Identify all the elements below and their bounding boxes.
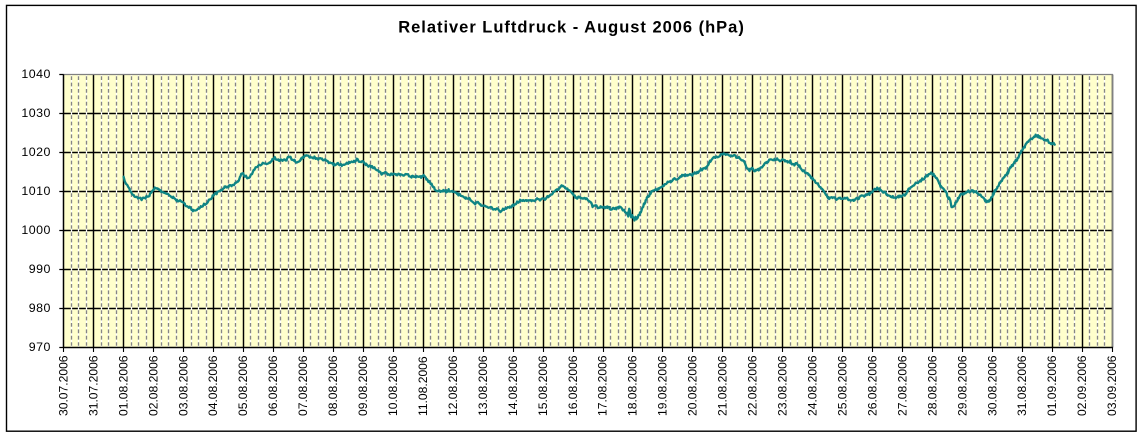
svg-text:31.07.2006: 31.07.2006 [86,355,100,416]
svg-text:20.08.2006: 20.08.2006 [686,355,700,416]
svg-text:19.08.2006: 19.08.2006 [656,355,670,416]
svg-text:30.07.2006: 30.07.2006 [56,355,70,416]
svg-text:29.08.2006: 29.08.2006 [955,355,969,416]
svg-text:03.08.2006: 03.08.2006 [176,355,190,416]
svg-text:980: 980 [29,301,51,315]
svg-text:11.08.2006: 11.08.2006 [416,356,430,416]
svg-text:01.08.2006: 01.08.2006 [116,355,130,416]
svg-text:25.08.2006: 25.08.2006 [835,355,849,416]
svg-text:02.08.2006: 02.08.2006 [146,355,160,416]
svg-text:18.08.2006: 18.08.2006 [626,355,640,416]
svg-text:27.08.2006: 27.08.2006 [895,355,909,416]
svg-text:13.08.2006: 13.08.2006 [476,355,490,416]
svg-text:970: 970 [29,340,51,354]
svg-text:01.09.2006: 01.09.2006 [1045,355,1059,416]
svg-text:26.08.2006: 26.08.2006 [865,355,879,416]
svg-text:15.08.2006: 15.08.2006 [536,355,550,416]
svg-text:990: 990 [29,262,51,276]
svg-text:09.08.2006: 09.08.2006 [356,355,370,416]
svg-text:1000: 1000 [21,223,50,237]
svg-text:03.09.2006: 03.09.2006 [1105,355,1119,416]
svg-text:10.08.2006: 10.08.2006 [386,355,400,416]
svg-text:16.08.2006: 16.08.2006 [566,355,580,416]
svg-text:28.08.2006: 28.08.2006 [925,355,939,416]
svg-text:Relativer Luftdruck - August 2: Relativer Luftdruck - August 2006 (hPa) [398,19,745,37]
svg-text:05.08.2006: 05.08.2006 [236,355,250,416]
svg-text:30.08.2006: 30.08.2006 [985,355,999,416]
svg-text:17.08.2006: 17.08.2006 [596,355,610,416]
svg-text:06.08.2006: 06.08.2006 [266,355,280,416]
svg-text:1020: 1020 [21,145,50,159]
svg-text:24.08.2006: 24.08.2006 [805,355,819,416]
svg-text:14.08.2006: 14.08.2006 [506,355,520,416]
svg-text:02.09.2006: 02.09.2006 [1075,355,1089,416]
svg-text:1040: 1040 [21,67,50,81]
svg-text:1010: 1010 [21,184,50,198]
svg-text:23.08.2006: 23.08.2006 [776,355,790,416]
svg-text:08.08.2006: 08.08.2006 [326,355,340,416]
svg-text:04.08.2006: 04.08.2006 [206,355,220,416]
svg-text:22.08.2006: 22.08.2006 [746,355,760,416]
svg-text:12.08.2006: 12.08.2006 [446,355,460,416]
svg-text:21.08.2006: 21.08.2006 [716,355,730,416]
svg-text:31.08.2006: 31.08.2006 [1015,355,1029,416]
svg-text:1030: 1030 [21,106,50,120]
svg-text:07.08.2006: 07.08.2006 [296,355,310,416]
